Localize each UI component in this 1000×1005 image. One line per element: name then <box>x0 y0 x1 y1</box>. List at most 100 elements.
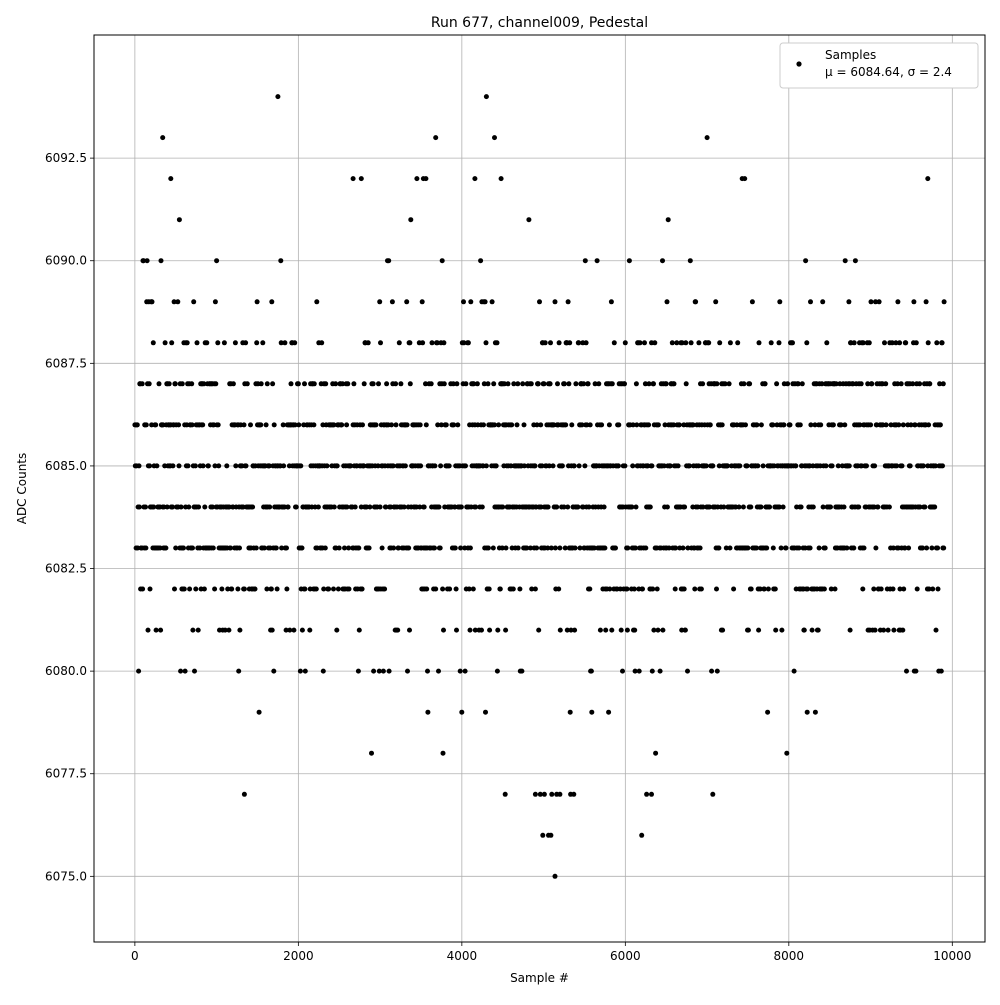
data-point <box>432 463 438 469</box>
data-points <box>132 94 947 879</box>
data-point <box>170 463 176 469</box>
data-point <box>597 627 603 633</box>
data-point <box>704 135 710 141</box>
data-point <box>828 586 834 592</box>
data-point <box>727 545 733 551</box>
data-point <box>652 340 658 346</box>
data-point <box>230 381 236 387</box>
data-point <box>419 299 425 305</box>
data-point <box>873 545 879 551</box>
data-point <box>191 299 197 305</box>
data-point <box>894 463 900 469</box>
data-point <box>893 340 899 346</box>
data-point <box>710 463 716 469</box>
data-point <box>801 627 807 633</box>
data-point <box>844 545 850 551</box>
data-point <box>147 463 153 469</box>
data-point <box>842 258 848 264</box>
data-point <box>671 422 677 428</box>
data-point <box>164 504 170 510</box>
data-point <box>586 504 592 510</box>
data-point <box>559 463 565 469</box>
legend-box <box>779 42 979 89</box>
data-point <box>561 504 567 510</box>
data-point <box>721 504 727 510</box>
data-point <box>494 668 500 674</box>
data-point <box>745 627 751 633</box>
data-point <box>889 340 895 346</box>
data-point <box>335 586 341 592</box>
data-point <box>907 463 913 469</box>
data-point <box>134 422 140 428</box>
data-point <box>483 94 489 100</box>
data-point <box>793 463 799 469</box>
data-point <box>624 586 630 592</box>
data-point <box>331 422 337 428</box>
data-point <box>154 463 160 469</box>
data-point <box>393 381 399 387</box>
data-point <box>642 381 648 387</box>
data-point <box>254 299 260 305</box>
data-point <box>576 340 582 346</box>
data-point <box>872 627 878 633</box>
data-point <box>629 504 635 510</box>
data-point <box>492 422 497 428</box>
data-point <box>350 176 356 182</box>
data-point <box>232 340 238 346</box>
data-point <box>236 668 242 674</box>
data-point <box>345 381 351 387</box>
data-point <box>190 545 195 551</box>
data-point <box>934 340 940 346</box>
data-point <box>292 340 298 346</box>
data-point <box>435 422 441 428</box>
data-point <box>568 627 574 633</box>
data-point <box>229 586 235 592</box>
data-point <box>451 422 457 428</box>
data-point <box>545 545 551 551</box>
data-point <box>885 627 891 633</box>
data-point <box>664 504 670 510</box>
data-point <box>336 545 342 551</box>
data-point <box>865 381 871 387</box>
data-point <box>396 340 402 346</box>
data-point <box>467 545 473 551</box>
data-point <box>795 381 801 387</box>
data-point <box>657 668 663 674</box>
data-point <box>878 586 884 592</box>
data-point <box>927 381 933 387</box>
data-point <box>890 545 896 551</box>
data-point <box>534 422 540 428</box>
y-tick-label: 6077.5 <box>45 767 87 781</box>
data-point <box>787 422 793 428</box>
data-point <box>602 545 608 551</box>
data-point <box>404 299 410 305</box>
data-point <box>749 299 755 305</box>
data-point <box>401 504 407 510</box>
data-point <box>186 504 192 510</box>
data-point <box>333 381 339 387</box>
data-point <box>632 668 638 674</box>
data-point <box>458 504 464 510</box>
data-point <box>832 586 838 592</box>
data-point <box>494 340 500 346</box>
data-point <box>483 709 488 715</box>
data-point <box>546 463 552 469</box>
data-point <box>640 586 645 592</box>
data-point <box>311 381 317 387</box>
data-point <box>532 463 538 469</box>
data-point <box>785 381 791 387</box>
data-point <box>473 504 479 510</box>
data-point <box>181 586 187 592</box>
data-point <box>636 668 642 674</box>
data-point <box>908 422 914 428</box>
data-point <box>745 545 751 551</box>
data-point <box>923 299 929 305</box>
data-point <box>706 340 712 346</box>
data-point <box>244 381 250 387</box>
data-point <box>565 504 571 510</box>
data-point <box>828 504 833 510</box>
data-point <box>153 422 159 428</box>
data-point <box>685 545 691 551</box>
data-point <box>576 463 582 469</box>
data-point <box>287 627 293 633</box>
